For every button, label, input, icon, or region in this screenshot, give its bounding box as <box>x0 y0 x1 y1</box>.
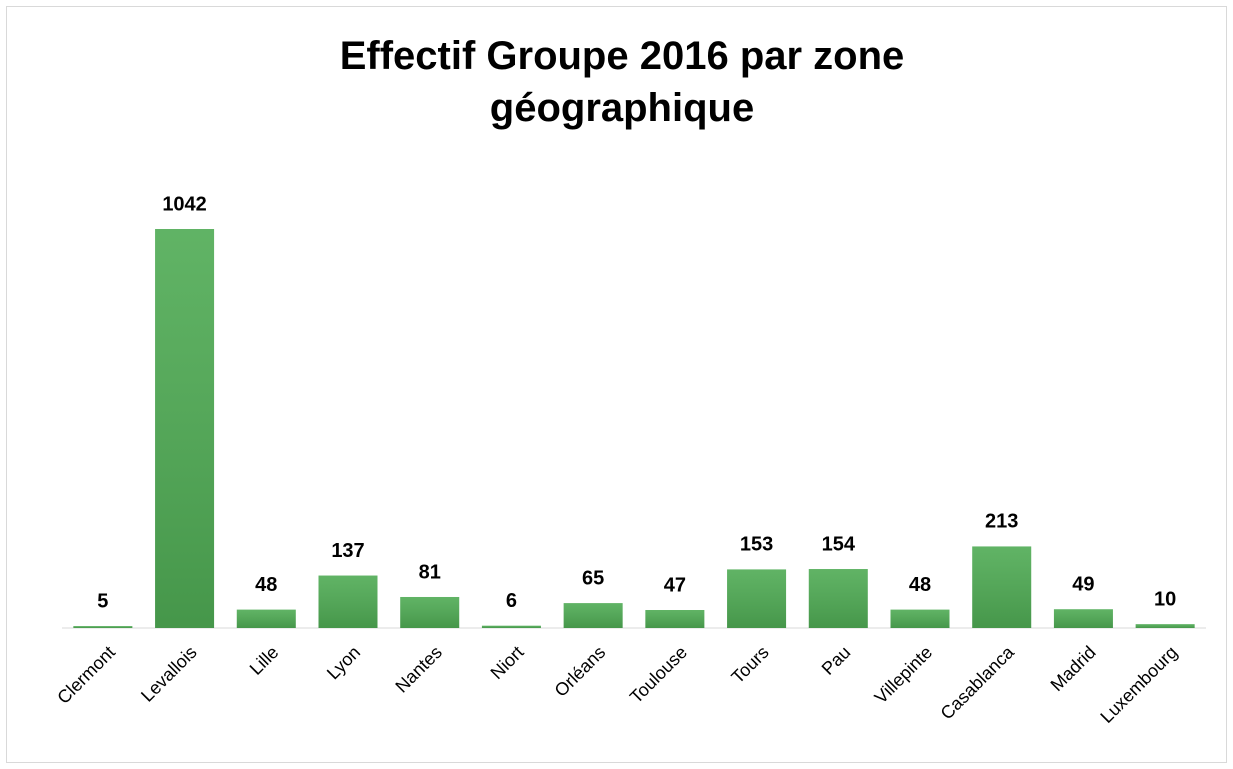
data-label: 10 <box>1154 588 1176 610</box>
data-label: 48 <box>909 574 931 596</box>
data-label: 213 <box>985 511 1018 533</box>
data-label: 47 <box>664 574 686 596</box>
x-tick-label: Lyon <box>323 642 364 683</box>
bar-shade <box>890 609 950 628</box>
data-label: 49 <box>1072 574 1094 596</box>
x-tick-label: Villepinte <box>871 642 937 708</box>
bar-shade <box>1053 609 1113 628</box>
bar-shade <box>645 610 705 628</box>
x-tick-label: Toulouse <box>626 642 691 707</box>
bar-shade <box>481 625 541 628</box>
bar-shade <box>972 546 1032 628</box>
data-label: 153 <box>740 534 773 556</box>
data-label: 1042 <box>162 193 207 215</box>
bar-shade <box>808 569 868 628</box>
data-label: 48 <box>255 574 277 596</box>
x-tick-label: Clermont <box>53 642 119 708</box>
chart-title: Effectif Groupe 2016 par zone géographiqu… <box>340 34 905 130</box>
x-tick-label: Orléans <box>551 642 610 701</box>
bar-shade <box>155 229 215 628</box>
data-label: 137 <box>331 540 364 562</box>
x-tick-label: Niort <box>487 642 528 683</box>
bar-shade <box>1135 624 1195 628</box>
title-line: géographique <box>490 86 754 130</box>
x-tick-label: Casablanca <box>937 641 1019 723</box>
x-tick-label: Madrid <box>1047 642 1100 695</box>
title-line: Effectif Groupe 2016 par zone <box>340 34 905 78</box>
data-label: 81 <box>419 561 441 583</box>
bar-shade <box>318 575 378 628</box>
x-tick-label: Tours <box>727 642 772 687</box>
x-tick-label: Levallois <box>137 642 201 706</box>
x-tick-label: Nantes <box>391 642 445 696</box>
bar-shade <box>73 626 133 628</box>
x-tick-label: Lille <box>246 642 283 679</box>
bar-shade <box>727 569 787 628</box>
chart-frame <box>6 6 1227 763</box>
bar-shade <box>236 609 296 628</box>
data-label: 154 <box>822 533 856 555</box>
x-tick-label: Luxembourg <box>1096 642 1181 727</box>
data-label: 6 <box>506 590 517 612</box>
data-label: 5 <box>97 590 108 612</box>
x-tick-label: Pau <box>818 642 855 679</box>
bar-shade <box>400 596 460 628</box>
bar-shade <box>563 603 623 628</box>
data-label: 65 <box>582 567 604 589</box>
